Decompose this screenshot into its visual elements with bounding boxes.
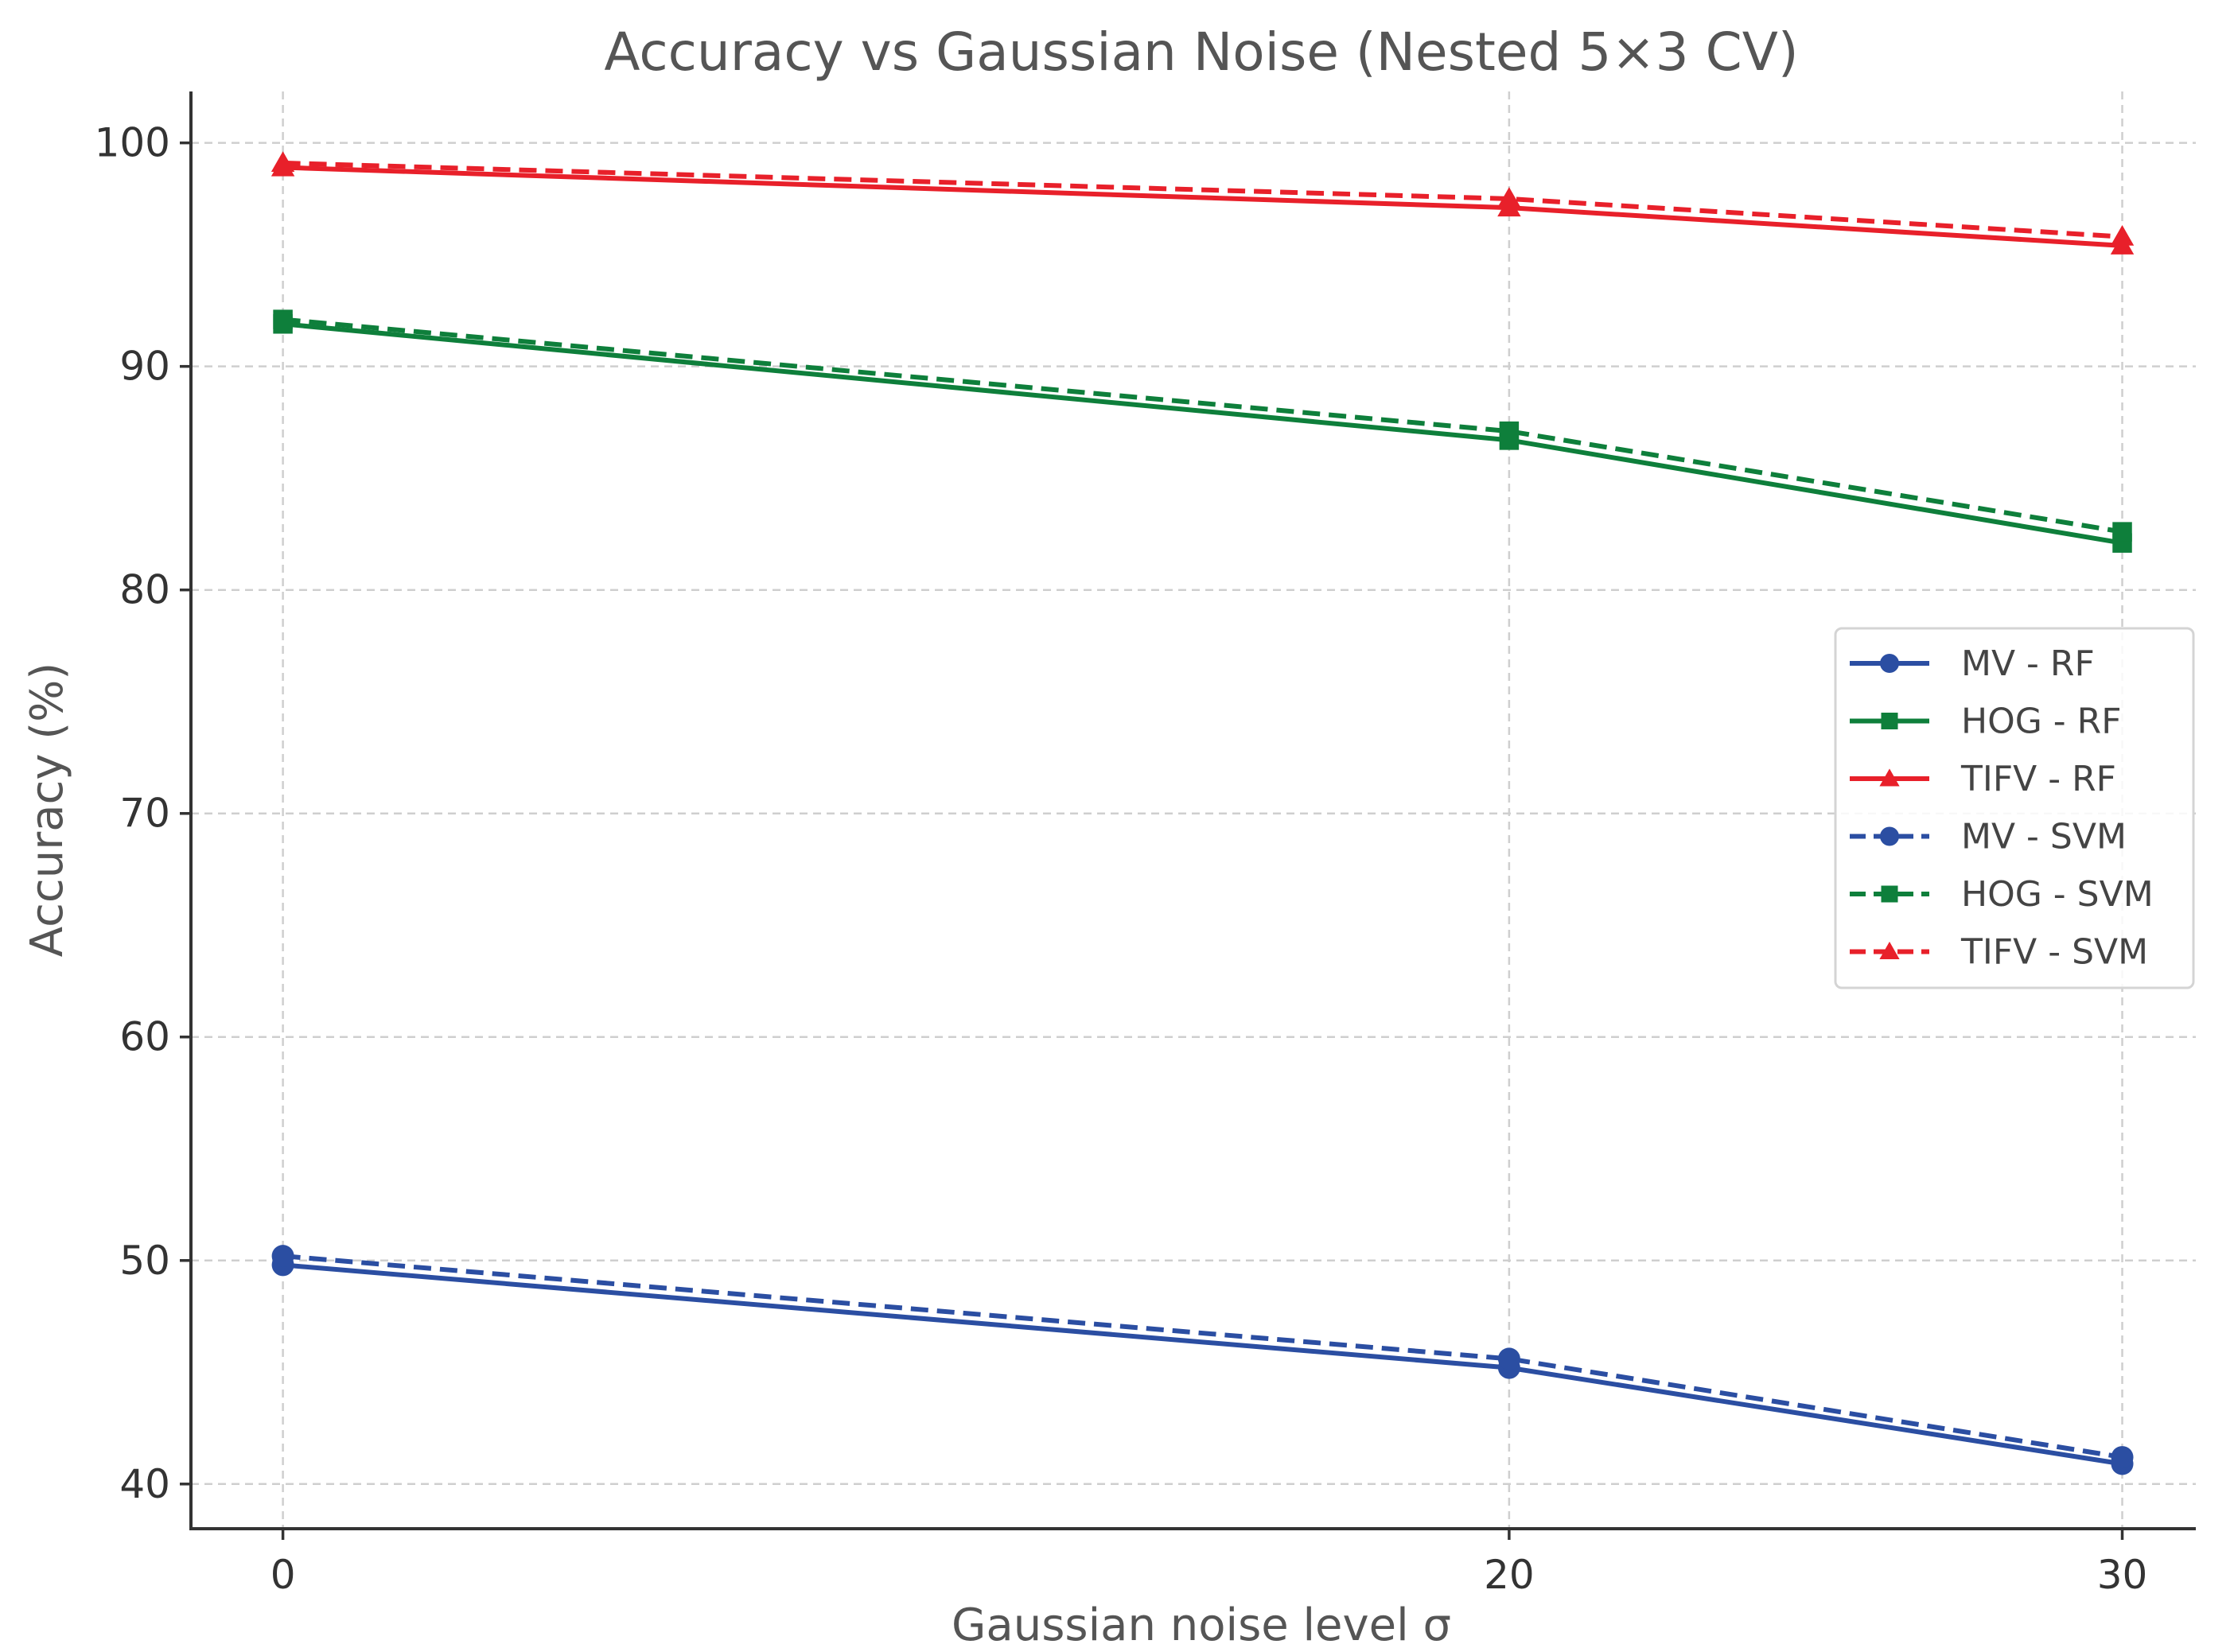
series-line bbox=[282, 317, 2123, 534]
legend-label: MV - SVM bbox=[1961, 817, 2127, 857]
series-line bbox=[282, 160, 2123, 239]
y-tick-label: 100 bbox=[95, 120, 170, 166]
legend-label: MV - RF bbox=[1961, 643, 2095, 684]
legend-box bbox=[1834, 627, 2195, 989]
x-tick-label: 20 bbox=[1484, 1552, 1535, 1598]
data-point-triangle bbox=[2110, 224, 2135, 246]
legend-item: TIFV - RF bbox=[1850, 759, 2116, 799]
x-tick-label: 30 bbox=[2097, 1552, 2148, 1598]
legend-item: HOG - SVM bbox=[1850, 874, 2154, 915]
x-tick-label: 0 bbox=[270, 1552, 296, 1598]
legend: MV - RF HOG - RF TIFV - RF MV - SVM HOG - SV… bbox=[1834, 627, 2195, 989]
legend-label: TIFV - RF bbox=[1960, 759, 2116, 799]
data-point-circle bbox=[1497, 1347, 1520, 1370]
data-point-square bbox=[1881, 885, 1898, 903]
series-hog-svm bbox=[273, 309, 2132, 542]
legend-label: HOG - RF bbox=[1961, 702, 2122, 742]
chart-title: Accuracy vs Gaussian Noise (Nested 5×3 C… bbox=[604, 21, 1798, 83]
series-line bbox=[282, 165, 2123, 248]
data-point-triangle bbox=[1497, 187, 1521, 208]
data-point-circle bbox=[1880, 826, 1899, 846]
series-line bbox=[282, 1254, 2123, 1460]
data-point-square bbox=[1499, 421, 1520, 441]
series-hog-rf bbox=[273, 314, 2132, 553]
y-tick-label: 40 bbox=[119, 1461, 170, 1507]
tick-layer: 40 50 60 70 80 90 100 0 20 30 bbox=[95, 120, 2148, 1598]
series-tifv-svm bbox=[270, 151, 2135, 246]
data-point-square bbox=[2112, 522, 2132, 542]
series-mv-svm bbox=[271, 1245, 2134, 1469]
data-point-triangle bbox=[1879, 941, 1900, 959]
y-tick-label: 90 bbox=[119, 344, 170, 390]
data-point-circle bbox=[1880, 654, 1899, 673]
y-tick-label: 80 bbox=[119, 567, 170, 613]
series-mv-rf bbox=[271, 1254, 2134, 1475]
series-line bbox=[282, 1262, 2123, 1467]
y-axis-label: Accuracy (%) bbox=[21, 663, 73, 957]
legend-item: MV - RF bbox=[1850, 643, 2095, 684]
data-point-square bbox=[273, 309, 293, 329]
y-tick-label: 60 bbox=[119, 1014, 170, 1060]
axes-layer bbox=[189, 91, 2196, 1530]
y-tick-label: 70 bbox=[119, 791, 170, 837]
data-point-triangle bbox=[270, 151, 295, 172]
data-point-triangle bbox=[1879, 768, 1900, 787]
legend-label: TIFV - SVM bbox=[1960, 932, 2148, 973]
legend-item: HOG - RF bbox=[1850, 702, 2122, 742]
series-line bbox=[282, 321, 2123, 546]
legend-item: TIFV - SVM bbox=[1850, 932, 2148, 973]
data-point-circle bbox=[2111, 1446, 2134, 1469]
y-tick-label: 50 bbox=[119, 1238, 170, 1284]
data-point-square bbox=[1881, 713, 1898, 729]
legend-item: MV - SVM bbox=[1850, 817, 2127, 857]
x-axis-label: Gaussian noise level σ bbox=[952, 1600, 1451, 1651]
data-point-circle bbox=[271, 1245, 294, 1268]
series-layer bbox=[270, 151, 2135, 1475]
legend-label: HOG - SVM bbox=[1961, 874, 2154, 915]
